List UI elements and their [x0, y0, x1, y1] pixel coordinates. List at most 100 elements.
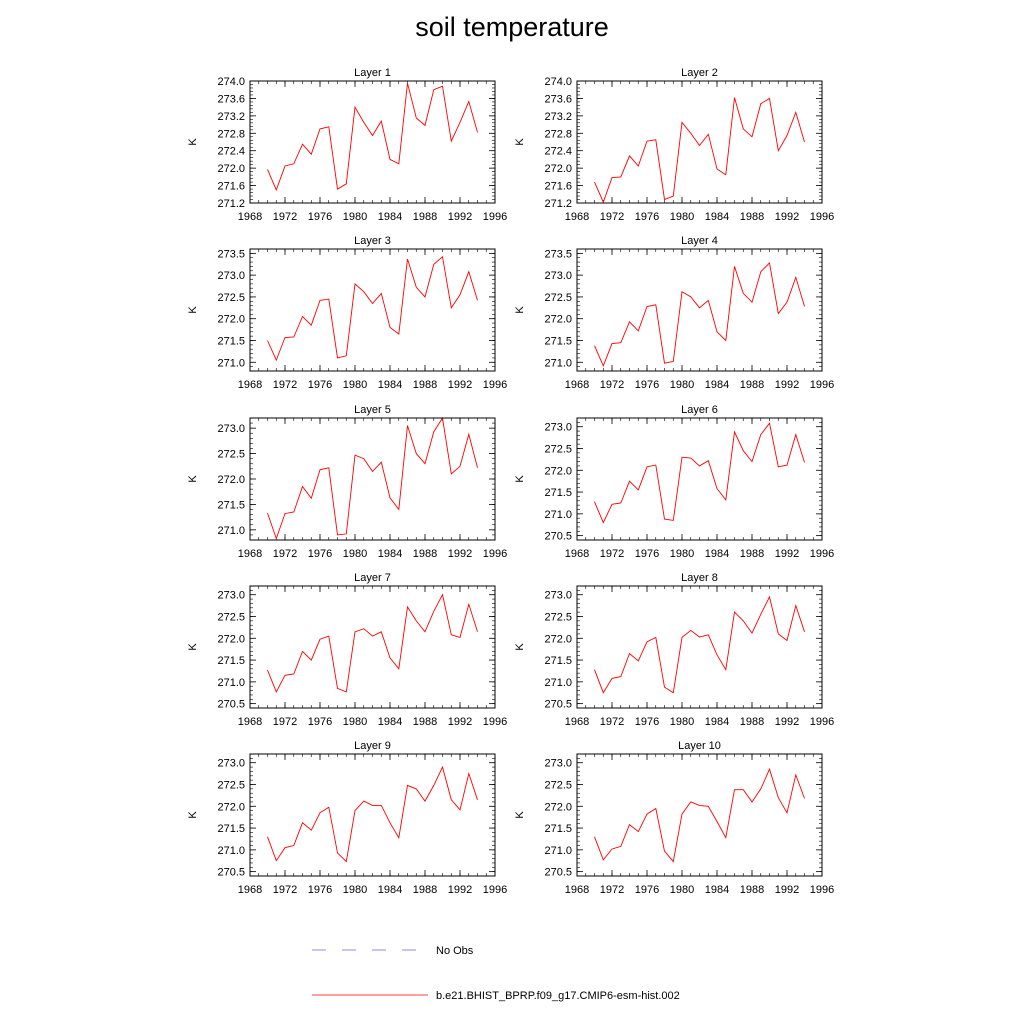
x-tick-label: 1992: [775, 716, 799, 728]
y-axis-label: K: [514, 138, 526, 146]
x-tick-label: 1980: [343, 884, 367, 896]
y-tick-label: 271.5: [544, 655, 572, 667]
y-tick-label: 271.5: [544, 487, 572, 499]
y-tick-label: 270.5: [544, 699, 572, 711]
y-tick-label: 273.0: [544, 758, 572, 770]
y-tick-label: 270.5: [544, 867, 572, 879]
series-line: [267, 416, 478, 540]
y-tick-label: 272.5: [544, 444, 572, 456]
x-tick-label: 1996: [810, 716, 834, 728]
plot-frame: [576, 585, 823, 709]
x-tick-label: 1996: [483, 211, 507, 223]
x-tick-label: 1972: [600, 379, 624, 391]
series-line: [594, 767, 805, 863]
x-tick-label: 1980: [343, 716, 367, 728]
x-tick-label: 1968: [238, 548, 262, 560]
x-tick-label: 1968: [238, 884, 262, 896]
y-tick-label: 272.5: [217, 292, 245, 304]
panel-title: Layer 6: [681, 404, 718, 416]
panel-layer-9: Layer 9 1968 1972 1976 1980 1984 1988 1992 1996 2…: [187, 740, 507, 896]
y-tick-label: 273.2: [544, 111, 572, 123]
plot-frame: [249, 248, 496, 372]
x-tick-label: 1988: [740, 379, 764, 391]
x-tick-label: 1972: [600, 211, 624, 223]
x-tick-label: 1980: [670, 379, 694, 391]
x-tick-label: 1972: [273, 884, 297, 896]
panel-title: Layer 4: [681, 235, 718, 247]
x-tick-label: 1996: [483, 548, 507, 560]
panel-layer-3: Layer 3 1968 1972 1976 1980 1984 1988 1992 1996 2…: [187, 235, 507, 391]
y-tick-label: 271.0: [217, 677, 245, 689]
x-tick-label: 1976: [635, 884, 659, 896]
x-tick-label: 1976: [308, 884, 332, 896]
x-tick-label: 1968: [238, 379, 262, 391]
y-tick-label: 273.0: [217, 758, 245, 770]
panel-title: Layer 3: [354, 235, 391, 247]
series-line: [267, 83, 478, 192]
x-tick-label: 1984: [378, 716, 402, 728]
plot-frame: [576, 80, 823, 204]
x-tick-label: 1972: [273, 211, 297, 223]
y-tick-label: 272.8: [544, 128, 572, 140]
y-tick-label: 273.0: [217, 270, 245, 282]
y-tick-label: 271.0: [217, 525, 245, 537]
y-tick-label: 271.2: [544, 198, 572, 210]
x-tick-label: 1972: [600, 716, 624, 728]
x-tick-label: 1968: [565, 716, 589, 728]
y-tick-label: 272.4: [217, 146, 245, 158]
x-tick-label: 1984: [705, 379, 729, 391]
x-tick-label: 1980: [670, 211, 694, 223]
x-tick-label: 1988: [413, 884, 437, 896]
panel-title: Layer 8: [681, 572, 718, 584]
y-axis-label: K: [514, 475, 526, 483]
panel-title: Layer 9: [354, 740, 391, 752]
panel-layer-5: Layer 5 1968 1972 1976 1980 1984 1988 1992 1996 2…: [187, 404, 507, 560]
y-tick-label: 272.5: [217, 449, 245, 461]
x-tick-label: 1984: [705, 548, 729, 560]
legend-model-label: b.e21.BHIST_BPRP.f09_g17.CMIP6-esm-hist.…: [436, 990, 680, 1002]
y-tick-label: 271.6: [217, 181, 245, 193]
figure-title: soil temperature: [415, 12, 609, 42]
y-axis-label: K: [514, 643, 526, 651]
x-tick-label: 1996: [810, 379, 834, 391]
x-tick-label: 1968: [565, 884, 589, 896]
y-tick-label: 273.5: [217, 248, 245, 260]
x-tick-label: 1992: [448, 379, 472, 391]
y-axis-label: K: [187, 306, 199, 314]
y-tick-label: 272.0: [217, 633, 245, 645]
y-tick-label: 272.4: [544, 146, 572, 158]
y-tick-label: 272.0: [544, 801, 572, 813]
y-axis-label: K: [187, 475, 199, 483]
y-tick-label: 272.0: [217, 801, 245, 813]
plot-frame: [249, 80, 496, 204]
y-tick-label: 271.0: [544, 357, 572, 369]
plot-frame: [576, 417, 823, 541]
y-tick-label: 273.0: [544, 270, 572, 282]
series-line: [267, 765, 478, 863]
y-tick-label: 271.0: [544, 509, 572, 521]
x-tick-label: 1976: [635, 716, 659, 728]
y-tick-label: 272.5: [217, 780, 245, 792]
series-line: [267, 255, 478, 362]
x-tick-label: 1996: [483, 884, 507, 896]
y-tick-label: 274.0: [544, 76, 572, 88]
y-axis-label: K: [187, 811, 199, 819]
x-tick-label: 1984: [705, 211, 729, 223]
x-tick-label: 1976: [635, 548, 659, 560]
series-line: [594, 422, 805, 524]
x-tick-label: 1968: [565, 379, 589, 391]
y-tick-label: 271.5: [217, 499, 245, 511]
x-tick-label: 1976: [308, 548, 332, 560]
y-tick-label: 272.0: [544, 163, 572, 175]
x-tick-label: 1996: [810, 211, 834, 223]
x-tick-label: 1976: [635, 211, 659, 223]
x-tick-label: 1976: [308, 211, 332, 223]
y-tick-label: 273.0: [544, 422, 572, 434]
panel-title: Layer 1: [354, 67, 391, 79]
x-tick-label: 1992: [448, 884, 472, 896]
x-tick-label: 1992: [448, 211, 472, 223]
x-tick-label: 1980: [343, 548, 367, 560]
y-tick-label: 273.0: [217, 423, 245, 435]
x-tick-label: 1972: [273, 548, 297, 560]
